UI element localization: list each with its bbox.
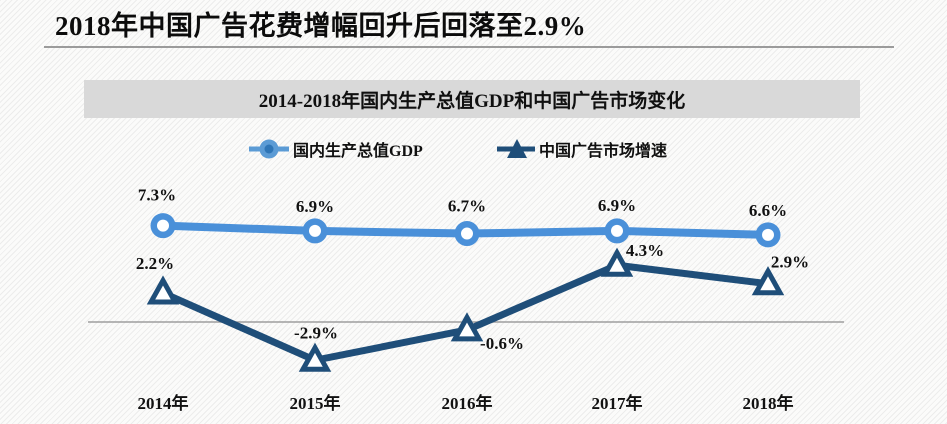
gdp-point-marker-center [461,227,473,240]
ad-point-marker [751,266,785,296]
chart-title: 2014-2018年国内生产总值GDP和中国广告市场变化 [258,90,686,112]
legend-item-gdp: 国内生产总值GDP [248,134,423,164]
ad-point-marker [450,312,484,342]
x-axis-label: 2017年 [592,393,643,413]
ad-market-data-label: -2.9% [294,323,338,342]
legend-label-ad-market: 中国广告市场增速 [539,143,668,160]
x-axis-label: 2016年 [442,393,493,413]
legend-item-ad-market: 中国广告市场增速 [496,134,667,164]
gdp-data-label: 6.9% [296,197,334,216]
gdp-circle-marker-icon [249,139,289,159]
gdp-legend-circle-center [264,144,274,154]
gdp-data-label: 6.7% [448,197,486,216]
gdp-point-marker-center [157,219,169,232]
ad-market-data-label: 2.9% [771,253,809,272]
chart-legend: 国内生产总值GDP 中国广告市场增速 [0,134,947,164]
page-title: 2018年中国广告花费增幅回升后回落至2.9% [55,11,587,41]
x-axis-label: 2015年 [290,393,341,413]
chart-title-banner: 2014-2018年国内生产总值GDP和中国广告市场变化 [84,80,860,118]
gdp-point-marker-center [611,224,623,237]
gdp-point-marker-center [309,224,321,237]
ad-point-marker [298,342,332,372]
ad-market-line [161,261,769,364]
ad-market-data-label: 4.3% [626,241,664,260]
gdp-data-label: 7.3% [138,186,176,205]
ad-legend-triangle [507,139,527,158]
x-axis-label: 2014年 [138,393,189,413]
gdp-data-label: 6.9% [598,196,636,215]
gdp-data-label: 6.6% [749,201,787,220]
ad-market-data-label: -0.6% [480,334,524,353]
ad-triangle-marker-icon [497,139,535,158]
legend-label-gdp: 国内生产总值GDP [293,143,423,160]
ad-point-marker [146,275,180,305]
title-underline [44,46,894,48]
ad-market-data-label: 2.2% [136,254,174,273]
gdp-point-marker-center [762,228,774,241]
ad-point-marker [600,247,634,277]
x-axis-label: 2018年 [743,393,794,413]
